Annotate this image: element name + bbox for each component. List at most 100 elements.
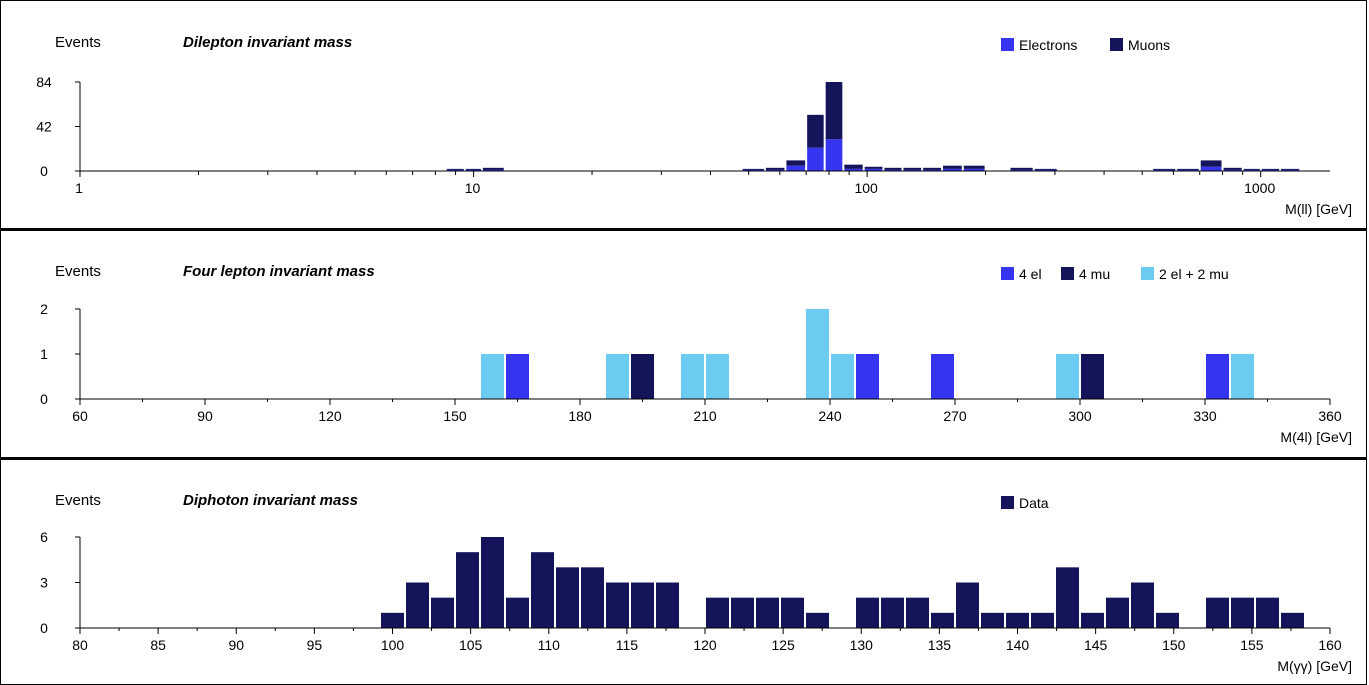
histogram-bar bbox=[1223, 167, 1242, 170]
histogram-bar bbox=[1261, 168, 1280, 170]
x-tick-label: 270 bbox=[943, 408, 967, 424]
histogram-bar bbox=[864, 168, 883, 171]
x-tick-label: 105 bbox=[459, 637, 483, 653]
histogram-bar bbox=[1243, 169, 1260, 171]
histogram-bar bbox=[1200, 166, 1222, 171]
histogram-bar bbox=[1223, 169, 1242, 171]
histogram-bar bbox=[742, 169, 764, 171]
histogram-bar bbox=[903, 167, 922, 170]
histogram-bar bbox=[506, 597, 529, 628]
histogram-bar bbox=[931, 354, 954, 399]
histogram-bar bbox=[465, 168, 481, 170]
histogram-bar bbox=[786, 160, 806, 166]
histogram-bar bbox=[1156, 612, 1179, 628]
histogram-bar bbox=[446, 168, 464, 170]
y-tick-label: 0 bbox=[40, 620, 48, 636]
x-tick-label: 110 bbox=[538, 637, 561, 653]
chart-title: Four lepton invariant mass bbox=[183, 263, 375, 280]
x-tick-label: 140 bbox=[1006, 637, 1030, 653]
histogram-bar bbox=[606, 582, 629, 628]
legend-swatch bbox=[1001, 267, 1014, 280]
x-tick-label: 60 bbox=[72, 408, 88, 424]
chart-panel-3: Events Diphoton invariant mass Data 0 3 6 80 85… bbox=[40, 492, 1352, 674]
y-axis-label: Events bbox=[55, 34, 101, 51]
histogram-bar bbox=[681, 354, 704, 399]
legend-label: 4 mu bbox=[1079, 266, 1110, 282]
x-tick-label: 240 bbox=[818, 408, 842, 424]
x-tick-label: 360 bbox=[1318, 408, 1342, 424]
histogram-bar bbox=[1281, 612, 1304, 628]
x-tick-label: 145 bbox=[1084, 637, 1108, 653]
histogram-bar bbox=[1056, 567, 1079, 628]
histogram-bar bbox=[884, 169, 902, 171]
x-tick-label: 130 bbox=[850, 637, 874, 653]
x-tick-label: 1 bbox=[75, 180, 83, 196]
histogram-bar bbox=[807, 147, 824, 171]
x-tick-label: 80 bbox=[72, 637, 88, 653]
x-axis-label: M(4l) [GeV] bbox=[1280, 429, 1352, 445]
histogram-bar bbox=[531, 552, 554, 628]
x-tick-label: 120 bbox=[318, 408, 342, 424]
histogram-bar bbox=[465, 169, 481, 171]
histogram-bar bbox=[781, 597, 804, 628]
x-tick-label: 150 bbox=[1162, 637, 1186, 653]
x-tick-label: 135 bbox=[928, 637, 952, 653]
x-tick-label: 120 bbox=[693, 637, 717, 653]
panel-divider bbox=[1, 228, 1367, 231]
histogram-bar bbox=[856, 354, 879, 399]
histogram-bar bbox=[807, 114, 824, 148]
histogram-bar bbox=[881, 597, 904, 628]
x-tick-label: 1000 bbox=[1244, 180, 1275, 196]
legend-label: Electrons bbox=[1019, 37, 1077, 53]
histogram-bar bbox=[482, 167, 504, 170]
histogram-bar bbox=[656, 582, 679, 628]
histogram-bar bbox=[742, 168, 764, 170]
x-tick-label: 300 bbox=[1068, 408, 1092, 424]
histogram-bar bbox=[1031, 612, 1054, 628]
x-tick-label: 90 bbox=[228, 637, 244, 653]
histogram-bar bbox=[481, 354, 504, 399]
histogram-bar bbox=[706, 597, 729, 628]
legend-swatch bbox=[1001, 38, 1014, 51]
histogram-bar bbox=[482, 169, 504, 171]
histogram-bar bbox=[1010, 169, 1033, 171]
x-tick-label: 95 bbox=[307, 637, 323, 653]
histogram-bar bbox=[456, 552, 479, 628]
y-axis-label: Events bbox=[55, 263, 101, 280]
histogram-bar bbox=[756, 597, 779, 628]
histogram-bar bbox=[631, 582, 654, 628]
histogram-bar bbox=[631, 354, 654, 399]
x-tick-label: 115 bbox=[616, 637, 639, 653]
x-tick-label: 160 bbox=[1318, 637, 1342, 653]
histogram-bar bbox=[1177, 168, 1199, 170]
x-tick-label: 330 bbox=[1193, 408, 1217, 424]
histogram-bar bbox=[446, 169, 464, 171]
histogram-bar bbox=[831, 354, 854, 399]
histogram-bar bbox=[1281, 168, 1300, 170]
x-tick-label: 125 bbox=[771, 637, 795, 653]
histogram-bar bbox=[731, 597, 754, 628]
histogram-bar bbox=[844, 168, 863, 171]
histogram-bar bbox=[1081, 354, 1104, 399]
y-tick-label: 0 bbox=[40, 163, 48, 179]
histogram-bar bbox=[864, 166, 883, 169]
chart-panel-1: Events Dilepton invariant mass Electrons Mu… bbox=[36, 34, 1352, 217]
y-tick-label: 1 bbox=[40, 346, 48, 362]
histogram-bar bbox=[856, 597, 879, 628]
y-tick-label: 2 bbox=[40, 301, 48, 317]
x-tick-label: 180 bbox=[568, 408, 592, 424]
x-tick-label: 100 bbox=[381, 637, 405, 653]
histogram-bar bbox=[1034, 168, 1057, 170]
x-tick-label: 210 bbox=[693, 408, 717, 424]
histogram-bar bbox=[506, 354, 529, 399]
histogram-bar bbox=[1081, 612, 1104, 628]
histogram-bar bbox=[1231, 597, 1254, 628]
histogram-bar bbox=[706, 354, 729, 399]
histogram-bar bbox=[1200, 160, 1222, 167]
x-axis-label: M(γγ) [GeV] bbox=[1277, 658, 1352, 674]
histogram-bar bbox=[1206, 354, 1229, 399]
histogram-bar bbox=[606, 354, 629, 399]
histogram-bar bbox=[981, 612, 1004, 628]
